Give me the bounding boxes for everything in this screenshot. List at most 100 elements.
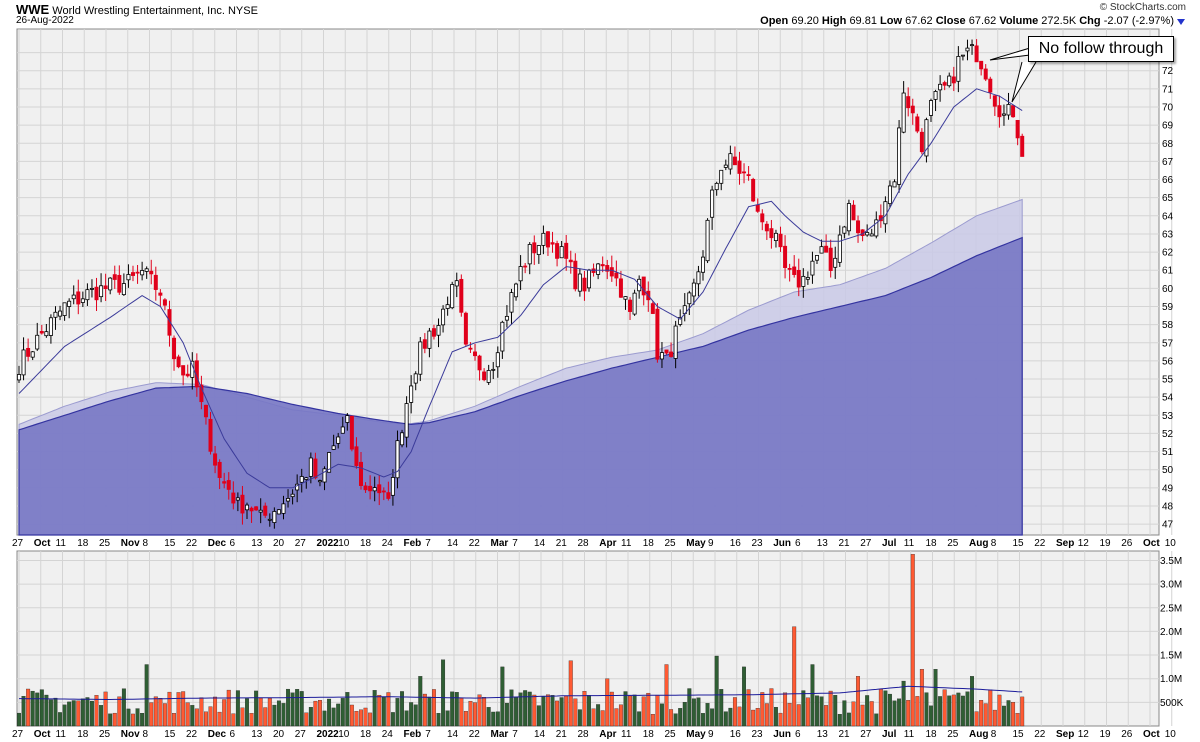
low-value: 67.62	[905, 15, 933, 27]
volume-bar	[527, 691, 532, 727]
candle-body	[313, 458, 318, 479]
ohlc-readout: Open 69.20 High 69.81 Low 67.62 Close 67…	[760, 15, 1174, 27]
candle-body	[628, 299, 633, 312]
volume-bar	[915, 696, 920, 727]
volume-bar	[942, 689, 947, 727]
volume-bar	[819, 696, 824, 727]
candle-body	[614, 272, 619, 279]
callout-pointer-down	[1011, 61, 1037, 103]
candle-body	[623, 296, 628, 300]
volume-bar	[897, 698, 902, 727]
candle-body	[404, 403, 409, 438]
volume-bar	[135, 708, 140, 727]
x-tick-label: Oct	[1143, 538, 1160, 549]
x-tick-label: 7	[512, 538, 518, 549]
x-tick-label: 27	[295, 729, 307, 740]
volume-bar	[263, 707, 268, 727]
volume-bar	[245, 698, 249, 727]
candle-body	[997, 105, 1002, 118]
candle-body	[140, 270, 145, 276]
candle-body	[541, 232, 546, 246]
candle-body	[26, 347, 31, 357]
candle-body	[938, 83, 943, 91]
candle-body	[983, 68, 988, 80]
volume-bar	[582, 691, 587, 727]
x-tick-label: Nov	[121, 538, 140, 549]
volume-bar	[463, 711, 468, 727]
volume-bar	[121, 688, 126, 727]
x-tick-label: Nov	[121, 729, 140, 740]
volume-bar	[778, 712, 783, 727]
candle-body	[89, 287, 94, 290]
volume-bar	[395, 698, 400, 727]
candle-body	[933, 91, 938, 100]
x-tick-label: 6	[230, 538, 236, 549]
candle-body	[942, 82, 947, 86]
x-tick-label: 13	[251, 538, 263, 549]
x-tick-label: 6	[230, 729, 236, 740]
volume-bar	[473, 702, 477, 727]
candle-body	[764, 223, 769, 232]
x-tick-label: Jun	[773, 729, 791, 740]
x-tick-label: Feb	[404, 729, 422, 740]
x-tick-label: 25	[99, 538, 111, 549]
candle-body	[304, 477, 309, 480]
candle-body	[390, 477, 395, 496]
volume-bar	[660, 703, 664, 727]
x-tick-label: 6	[795, 538, 801, 549]
volume-bar	[235, 690, 240, 727]
volume-bar	[454, 692, 459, 727]
candle-body	[149, 270, 154, 275]
volume-bar	[222, 699, 227, 727]
candle-body	[226, 480, 231, 490]
volume-bar	[678, 708, 683, 727]
volume-bar	[35, 692, 40, 727]
candle-body	[897, 127, 902, 185]
x-tick-label: 27	[12, 538, 24, 549]
candle-body	[286, 498, 291, 502]
open-value: 69.20	[791, 15, 819, 27]
volume-bar	[495, 711, 500, 727]
volume-bar	[837, 714, 842, 727]
candle-body	[222, 481, 227, 484]
candle-body	[167, 309, 172, 336]
candle-body	[272, 511, 277, 523]
candle-body	[805, 277, 810, 280]
candle-body	[468, 347, 473, 350]
candle-body	[185, 373, 190, 377]
x-tick-label: 12	[1078, 538, 1090, 549]
volume-bar	[500, 666, 505, 727]
candle-body	[153, 274, 158, 290]
candle-body	[482, 371, 487, 381]
x-tick-label: 11	[621, 729, 632, 740]
volume-bar	[828, 690, 833, 727]
candles	[16, 39, 1025, 529]
candle-body	[892, 181, 897, 188]
candle-body	[559, 246, 564, 259]
candle-body	[641, 276, 646, 296]
volume-bar	[272, 704, 277, 727]
x-tick-label: 26	[1121, 729, 1133, 740]
volume-bar	[577, 709, 582, 727]
volume-bar	[938, 696, 943, 727]
candle-body	[445, 304, 450, 309]
candle-body	[463, 312, 468, 345]
price-tick-label: 66	[1162, 175, 1174, 186]
volume-bar	[368, 712, 373, 727]
volume-bar	[723, 711, 728, 727]
volume-bar	[76, 700, 81, 727]
volume-bar	[865, 695, 870, 727]
volume-bar	[213, 696, 218, 727]
volume-bar	[26, 688, 31, 727]
close-value: 67.62	[968, 15, 997, 27]
volume-bar	[450, 691, 455, 727]
candle-body	[267, 518, 272, 521]
volume-bar	[208, 706, 213, 727]
candle-body	[349, 415, 354, 450]
callout-pointers	[989, 47, 1037, 103]
x-tick-label: 24	[382, 538, 394, 549]
price-tick-label: 65	[1162, 193, 1174, 204]
volume-bar	[299, 691, 304, 727]
ma-area-long	[18, 236, 1023, 536]
volume-bar	[441, 659, 446, 727]
